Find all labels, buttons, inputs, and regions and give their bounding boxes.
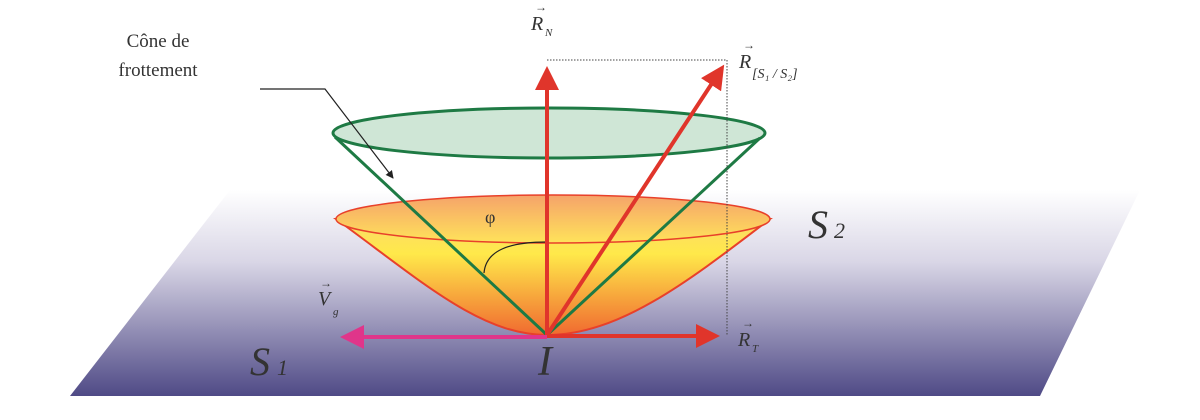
contact-point-label: I <box>537 339 554 385</box>
svg-text:→: → <box>320 276 332 290</box>
cone-line-left <box>333 135 549 337</box>
resultant-force-label: R → [S₁ / S₂] <box>738 38 798 82</box>
svg-text:R: R <box>737 329 750 351</box>
cone-label-line1: Cône de <box>127 31 190 52</box>
velocity-label: V → g <box>318 276 339 318</box>
cone-line-right <box>545 136 762 337</box>
callout-line <box>260 88 394 179</box>
solid1-label: S 1 <box>250 339 288 384</box>
bowl-top <box>335 194 771 244</box>
svg-text:→: → <box>742 316 754 330</box>
tangential-force-label: R → T <box>737 316 759 355</box>
svg-text:→: → <box>535 0 547 14</box>
angle-label: φ <box>485 207 495 227</box>
svg-text:R: R <box>530 13 543 35</box>
svg-text:1: 1 <box>277 355 288 380</box>
svg-text:[S₁ / S₂]: [S₁ / S₂] <box>752 67 798 82</box>
svg-text:S: S <box>808 202 828 247</box>
solid2-label: S 2 <box>808 202 845 247</box>
svg-text:T: T <box>752 343 759 355</box>
svg-text:2: 2 <box>834 218 845 243</box>
cone-label-line2: frottement <box>118 60 198 81</box>
normal-force-label: R → N <box>530 0 553 39</box>
svg-text:N: N <box>544 27 553 39</box>
svg-text:g: g <box>333 306 339 318</box>
svg-text:R: R <box>738 51 751 73</box>
resultant-force-arrow <box>545 64 725 337</box>
svg-text:V: V <box>318 288 333 310</box>
svg-text:S: S <box>250 339 270 384</box>
svg-text:→: → <box>743 38 755 52</box>
angle-arc <box>483 241 548 274</box>
